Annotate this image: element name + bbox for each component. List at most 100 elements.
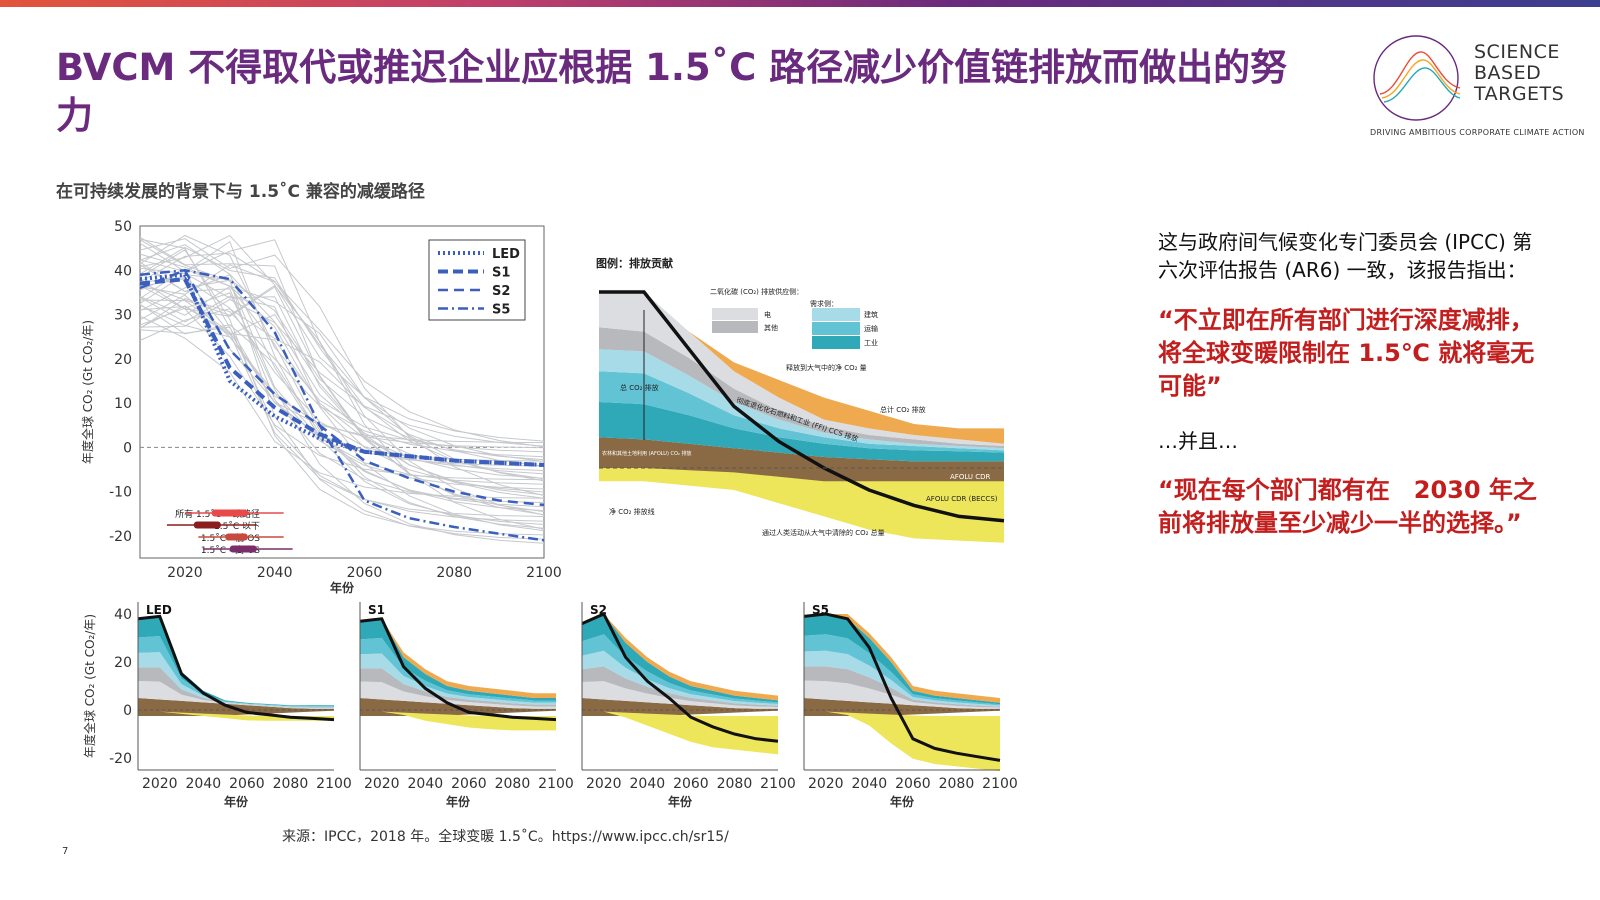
logo-tagline: DRIVING AMBITIOUS CORPORATE CLIMATE ACTI… <box>1370 128 1585 137</box>
sector-area <box>582 650 778 706</box>
x-axis-label: 年份 <box>890 794 915 809</box>
sector-area <box>804 680 1000 709</box>
scenario-panel-s2: S2 2020 2040 2060 2080 2100 年份 <box>581 602 796 809</box>
sector-area <box>804 650 1000 707</box>
y-tick-label: 50 <box>114 219 132 235</box>
x-tick-label: 2080 <box>495 776 531 792</box>
ensemble-line <box>139 278 545 471</box>
ensemble-line <box>139 305 545 499</box>
y-tick-label: 30 <box>114 308 132 324</box>
ipcc-quote-panel: 这与政府间气候变化专门委员会 (IPCC) 第六次评估报告 (AR6) 一致，该… <box>1158 228 1538 540</box>
beccs-area <box>599 468 1004 543</box>
x-tick-label: 2020 <box>364 776 400 792</box>
x-tick-label: 2060 <box>673 776 709 792</box>
demand-legend-label: 运输 <box>864 324 878 333</box>
series-line-s1 <box>139 276 545 467</box>
demand-swatch <box>812 322 860 335</box>
electricity-area <box>599 292 1004 446</box>
beccs-area <box>138 710 334 721</box>
sector-area <box>138 652 334 708</box>
ensemble-line <box>139 303 545 512</box>
x-axis-label: 年份 <box>668 794 693 809</box>
demand-legend-label: 工业 <box>864 338 878 347</box>
sector-area <box>360 668 556 707</box>
x-tick-label: 2080 <box>717 776 753 792</box>
ensemble-line <box>139 279 545 540</box>
boxplot-group: 所有 1.5˚C 一致路径-1.5˚C 以下1.5˚C - 低-OS1.5˚C … <box>166 508 293 556</box>
demand-swatch <box>812 308 860 321</box>
sector-area <box>138 680 334 709</box>
page-title: BVCM 不得取代或推迟企业应根据 1.5˚C 路径减少价值链排放而做出的努力 <box>56 46 1288 137</box>
x-tick-label: 2100 <box>538 776 574 792</box>
x-tick-label: 2020 <box>167 565 203 581</box>
annotation-afolu-emissions: 农林和其他土地利用 (AFOLU) CO₂ 排放 <box>602 450 692 457</box>
afolu-area <box>599 437 1004 482</box>
ensemble-line <box>139 239 545 485</box>
x-tick-label: 2100 <box>316 776 352 792</box>
annotation-net-released: 释放到大气中的净 CO₂ 量 <box>786 363 867 372</box>
sector-area <box>582 681 778 709</box>
y-tick-label: -20 <box>109 529 132 545</box>
transport-area <box>599 371 1004 453</box>
x-tick-label: 2060 <box>451 776 487 792</box>
x-tick-label: 2100 <box>760 776 796 792</box>
sector-area <box>582 614 778 703</box>
sector-area <box>360 637 556 703</box>
legend-label-s2: S2 <box>492 284 510 299</box>
boxplot-label: -1.5˚C 以下 <box>211 521 260 532</box>
x-axis-label: 年份 <box>330 580 355 595</box>
y-tick-label: 10 <box>114 396 132 412</box>
panel-label: S5 <box>812 603 829 617</box>
ffi-ccs-area <box>599 292 1004 444</box>
y-tick-label: -20 <box>109 751 132 767</box>
x-tick-label: 2020 <box>808 776 844 792</box>
sbti-logo: SCIENCE BASED TARGETS DRIVING AMBITIOUS … <box>1370 32 1584 144</box>
net-emissions-line <box>137 614 335 722</box>
series-line-s2 <box>139 268 545 507</box>
beccs-area <box>582 710 778 755</box>
y-tick-label: 40 <box>114 263 132 279</box>
page-number: 7 <box>62 846 69 857</box>
ensemble-line <box>139 246 545 480</box>
net-emissions-line <box>803 612 1001 762</box>
series-line-led <box>139 272 545 467</box>
ensemble-line <box>139 298 545 447</box>
x-tick-label: 2080 <box>436 565 472 581</box>
logo-line-3: TARGETS <box>1474 83 1565 105</box>
x-tick-label: 2020 <box>142 776 178 792</box>
demand-legend-label: 建筑 <box>864 310 878 319</box>
panel-label: LED <box>146 603 172 617</box>
ensemble-line <box>139 273 545 461</box>
ensemble-line <box>139 240 545 525</box>
x-axis-label: 年份 <box>446 794 471 809</box>
logo-line-2: BASED <box>1474 62 1542 84</box>
x-tick-label: 2080 <box>939 776 975 792</box>
y-tick-label: -10 <box>109 485 132 501</box>
legend-panel-title: 图例：排放贡献 <box>596 256 673 270</box>
scenario-area-panels: LED 40 20 0 -20 年度全球 CO₂ (Gt CO₂/年) 2020 2040 20… <box>82 602 1018 809</box>
industry-area <box>599 402 1004 462</box>
ensemble-line <box>139 267 545 496</box>
annotation-net-line: 净 CO₂ 排放线 <box>609 507 655 516</box>
supply-swatch <box>712 321 758 333</box>
ensemble-line <box>139 239 545 530</box>
top-accent-bar <box>0 0 1600 7</box>
beccs-area <box>804 710 1000 772</box>
demand-legend-title: 需求侧： <box>810 299 838 308</box>
legend-label-s1: S1 <box>492 266 510 281</box>
x-tick-label: 2100 <box>982 776 1018 792</box>
and-text: …并且… <box>1158 429 1238 453</box>
ensemble-line <box>139 249 545 536</box>
y-tick-label: 0 <box>123 703 132 719</box>
scenario-panel-led: LED 40 20 0 -20 年度全球 CO₂ (Gt CO₂/年) 2020 2040 20… <box>82 602 352 809</box>
y-tick-label: 20 <box>114 352 132 368</box>
ipcc-intro-text: 这与政府间气候变化专门委员会 (IPCC) 第六次评估报告 (AR6) 一致，该… <box>1158 230 1533 282</box>
net-emissions-line <box>599 290 1005 523</box>
x-axis-label: 年份 <box>224 794 249 809</box>
other-supply-area <box>599 327 1004 449</box>
ensemble-line <box>139 308 545 467</box>
sector-area <box>138 667 334 709</box>
legend-label-s5: S5 <box>492 303 510 318</box>
